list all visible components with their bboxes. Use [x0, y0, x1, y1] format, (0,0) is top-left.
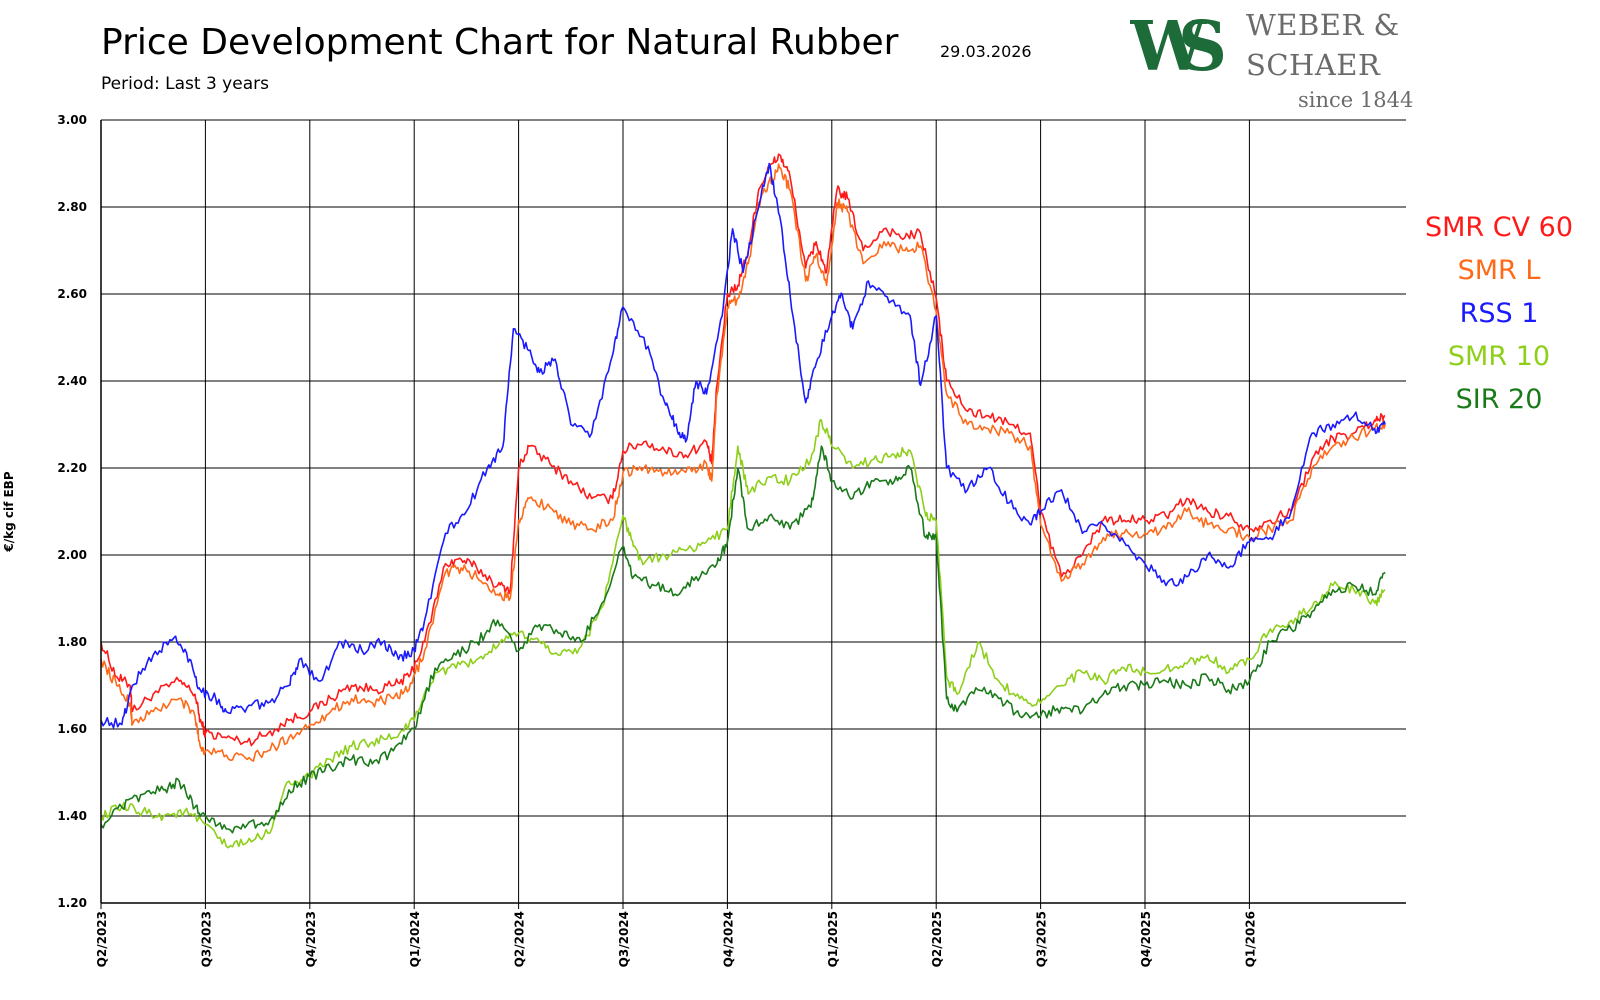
legend-item-sir-20: SIR 20 [1455, 384, 1543, 415]
series-line-smr-cv-60 [100, 153, 1386, 747]
x-tick-label: Q2/2023 [95, 911, 109, 967]
company-logo: W S WEBER & SCHAER since 1844 [1130, 6, 1414, 114]
chart-axes: 1.20 1.40 1.60 1.80 2.00 2.20 2.40 2.60 2.80 3.00… [2, 113, 1406, 967]
logo-text-line-1: WEBER & [1246, 8, 1400, 42]
y-tick-label: 1.80 [57, 635, 87, 649]
series-line-sir-20 [100, 445, 1386, 834]
y-tick-label: 1.40 [57, 809, 87, 823]
y-tick-label: 2.40 [57, 374, 87, 388]
x-tick-label: Q1/2026 [1243, 911, 1257, 967]
series-line-smr-10 [100, 418, 1386, 849]
chart-title: Price Development Chart for Natural Rubb… [101, 22, 899, 63]
x-tick-label: Q1/2024 [408, 911, 422, 967]
y-tick-label: 2.60 [57, 287, 87, 301]
x-tick-label: Q3/2025 [1035, 911, 1049, 967]
x-tick-label: Q4/2023 [304, 911, 318, 967]
x-tick-label: Q2/2024 [513, 911, 527, 967]
y-tick-label: 2.80 [57, 200, 87, 214]
chart-date: 29.03.2026 [940, 42, 1032, 61]
logo-text-line-3: since 1844 [1298, 88, 1414, 112]
series-line-rss-1 [100, 162, 1386, 729]
y-tick-label: 2.20 [57, 461, 87, 475]
x-tick-label: Q1/2025 [826, 911, 840, 967]
y-tick-label: 1.20 [57, 896, 87, 910]
chart-subtitle: Period: Last 3 years [101, 74, 269, 94]
y-tick-label: 1.60 [57, 722, 87, 736]
svg-text:S: S [1178, 8, 1227, 82]
legend-item-rss-1: RSS 1 [1459, 298, 1539, 329]
chart-series [100, 153, 1386, 849]
x-tick-label: Q2/2025 [930, 911, 944, 967]
legend-item-smr-l: SMR L [1457, 255, 1541, 286]
y-axis-label: €/kg cif EBP [2, 471, 16, 552]
series-line-smr-l [100, 163, 1386, 762]
x-tick-label: Q3/2023 [199, 911, 213, 967]
logo-mark-icon: W S [1130, 8, 1227, 82]
x-tick-label: Q4/2025 [1139, 911, 1153, 967]
x-tick-label: Q4/2024 [721, 911, 735, 967]
legend-item-smr-cv-60: SMR CV 60 [1424, 212, 1574, 243]
legend-item-smr-10: SMR 10 [1447, 341, 1551, 372]
x-tick-label: Q3/2024 [617, 911, 631, 967]
y-tick-label: 3.00 [57, 113, 87, 127]
y-tick-label: 2.00 [57, 548, 87, 562]
logo-text-line-2: SCHAER [1246, 48, 1381, 82]
